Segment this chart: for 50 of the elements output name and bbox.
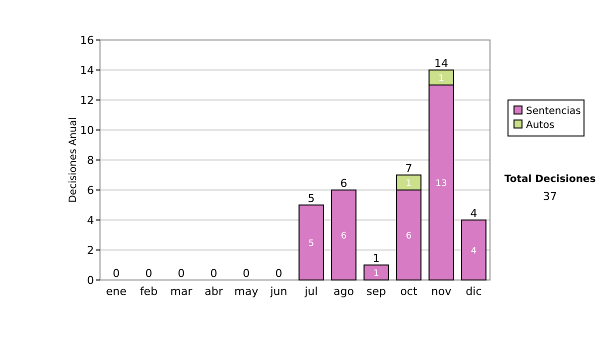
total-label: 0: [112, 267, 120, 280]
total-label: 0: [210, 267, 218, 280]
x-tick-label: abr: [204, 285, 224, 298]
x-tick-label: feb: [140, 285, 158, 298]
legend-label: Sentencias: [526, 106, 581, 117]
x-tick-label: jul: [304, 285, 318, 298]
y-tick-label: 0: [87, 274, 94, 287]
total-label: 0: [178, 267, 185, 280]
y-tick-label: 4: [87, 214, 94, 227]
data-label: 1: [438, 74, 444, 84]
total-label: 5: [308, 192, 315, 205]
x-tick-label: oct: [400, 285, 418, 298]
total-label: 0: [242, 267, 250, 280]
y-tick-label: 14: [80, 64, 94, 77]
total-label: 6: [340, 177, 348, 190]
data-label: 1: [406, 179, 412, 189]
text: Total Decisiones: [504, 174, 596, 185]
y-tick-label: 12: [80, 94, 94, 107]
data-label: 1: [373, 269, 380, 279]
bar: [364, 264, 389, 280]
x-tick-label: ene: [106, 285, 127, 298]
y-tick-label: 6: [87, 184, 94, 197]
data-label: 6: [406, 232, 412, 242]
bar: [298, 204, 324, 280]
bar: [331, 190, 356, 280]
x-tick-label: mar: [170, 285, 193, 298]
x-tick-label: dic: [466, 285, 482, 298]
total-label: 7: [405, 162, 412, 175]
y-tick-label: 16: [80, 34, 94, 47]
data-label: 13: [436, 179, 447, 189]
x-tick-label: ago: [334, 285, 354, 298]
total-label: 4: [470, 207, 478, 220]
total-label: 14: [434, 57, 448, 70]
bar: [461, 220, 486, 280]
x-tick-label: jun: [269, 285, 288, 298]
total-label: 1: [372, 252, 380, 265]
y-tick-label: 2: [87, 244, 94, 257]
y-tick-label: 10: [80, 124, 94, 137]
data-label: 6: [340, 232, 347, 242]
x-tick-label: may: [234, 285, 259, 298]
total-label: 0: [145, 267, 152, 280]
total-label: 0: [275, 267, 282, 280]
y-axis-title: Decisiones Anual: [68, 117, 79, 203]
y-tick-label: 8: [87, 154, 94, 167]
x-tick-label: nov: [431, 285, 452, 298]
text: 37: [543, 190, 557, 203]
data-label: 4: [470, 246, 477, 256]
legend-label: Autos: [526, 120, 554, 131]
x-tick-label: sep: [366, 285, 386, 298]
data-label: 5: [308, 239, 314, 249]
